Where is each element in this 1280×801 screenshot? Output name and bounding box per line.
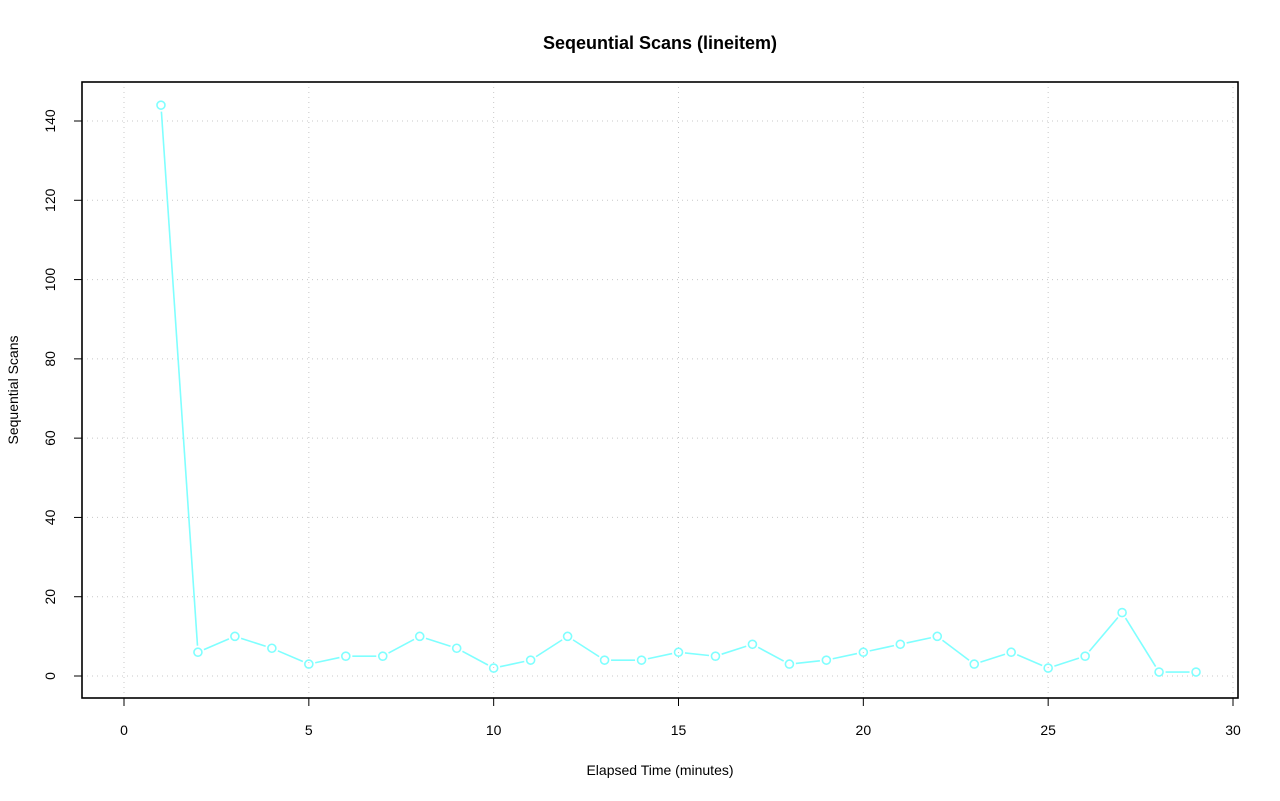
series-line-segment [832,652,858,660]
series-layer [156,100,1201,677]
x-tick-label: 25 [1040,722,1056,738]
data-point [858,647,869,658]
series-line-segment [462,650,489,666]
y-tick-label: 0 [42,672,58,680]
data-point [747,639,758,650]
series-line-segment [941,639,970,661]
data-point [267,643,277,654]
series-line-segment [572,639,600,658]
data-point [932,631,943,642]
data-point [784,659,795,669]
x-tick-label: 30 [1225,722,1241,738]
series-line-segment [1016,654,1043,667]
series-line-segment [315,656,340,664]
data-point [193,647,203,658]
x-axis-label: Elapsed Time (minutes) [586,762,733,778]
y-tick-label: 60 [42,430,58,446]
data-point [377,651,388,661]
series-line-segment [1054,657,1080,667]
data-point [304,659,314,669]
y-tick-label: 20 [42,589,58,605]
series-line-segment [1088,617,1119,652]
x-tick-label: 5 [305,722,313,738]
data-point [525,655,536,665]
series-line-segment [757,646,785,662]
series-line-segment [869,644,895,652]
chart-title: Seqeuntial Scans (lineitem) [543,33,777,53]
data-point [710,651,721,661]
data-point [340,651,351,661]
y-tick-label: 100 [42,268,58,292]
series-line-segment [425,637,451,648]
series-line-segment [388,638,415,654]
data-point [1043,663,1053,673]
grid-lines [82,82,1238,698]
series-line-segment [160,111,199,646]
series-line-segment [721,645,747,655]
data-point [636,655,647,665]
data-point [1117,607,1127,618]
x-tick-label: 10 [486,722,502,738]
y-axis-label: Sequential Scans [5,336,21,445]
data-point [488,663,499,673]
series-line-segment [1124,617,1157,667]
series-line-segment [684,652,710,657]
data-point [230,631,240,642]
x-tick-label: 15 [671,722,687,738]
y-tick-label: 40 [42,509,58,525]
series-line-segment [203,638,230,651]
series-line-segment [795,660,820,665]
series-line-segment [240,637,266,648]
data-point [673,647,684,658]
series-line-segment [980,653,1006,663]
axes: 0 5 10 15 20 25 30 0 20 40 60 80 100 120 140 [42,109,1241,738]
data-point [1191,667,1201,677]
data-point [895,639,906,650]
x-tick-label: 20 [856,722,872,738]
series-line-segment [906,636,932,644]
y-tick-label: 140 [42,109,58,133]
series-line-segment [647,652,673,660]
data-point [821,655,832,665]
series-line-segment [499,660,525,668]
series-line-segment [535,639,563,658]
data-point [1154,667,1164,677]
data-point [562,631,573,642]
y-tick-label: 120 [42,188,58,212]
data-point [451,643,462,654]
data-point [414,631,425,642]
series-line-segment [277,650,304,663]
data-point [156,100,166,110]
x-tick-label: 0 [120,722,128,738]
data-point [1006,647,1017,658]
data-point [969,659,980,669]
data-point [1080,651,1090,661]
plot-frame [81,81,1239,699]
data-point [599,655,610,665]
y-tick-label: 80 [42,351,58,367]
